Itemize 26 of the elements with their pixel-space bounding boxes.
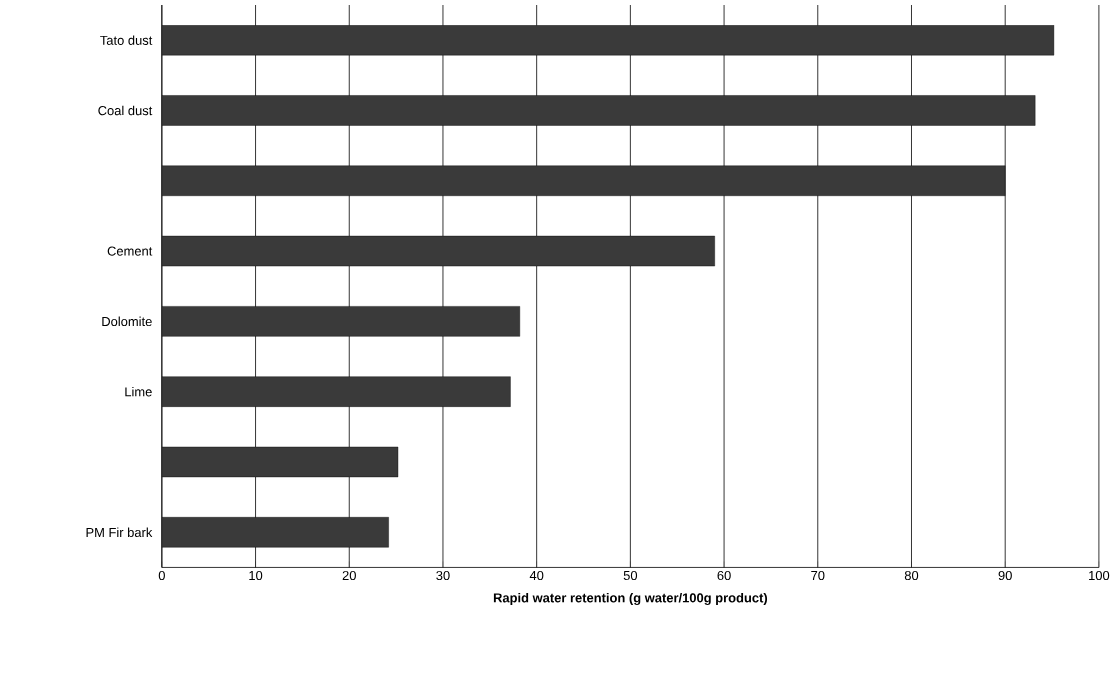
bar xyxy=(161,446,399,478)
bar xyxy=(161,306,520,337)
y-tick-label: Tato dust xyxy=(100,35,153,45)
y-tick-label: PM Fir bark xyxy=(86,527,153,537)
x-axis-title: Rapid water retention (g water/100g product) xyxy=(493,592,768,605)
x-tick-label: 20 xyxy=(342,570,356,580)
y-tick-label: Dolomite xyxy=(102,316,152,326)
x-tick-label: 90 xyxy=(998,570,1012,580)
x-tick-label: 40 xyxy=(529,570,544,580)
bar xyxy=(161,165,1006,196)
y-tick-label: Cement xyxy=(107,246,153,256)
bar xyxy=(161,376,511,407)
x-tick-label: 50 xyxy=(623,570,638,580)
x-tick-label: 10 xyxy=(249,570,263,580)
bar xyxy=(161,95,1036,126)
x-tick-label: 70 xyxy=(811,570,825,580)
y-tick-label: Lime xyxy=(125,386,152,397)
y-tick-label: Coal dust xyxy=(98,105,153,116)
x-tick-label: 100 xyxy=(1089,570,1110,580)
x-tick-label: 60 xyxy=(717,570,731,580)
x-tick-label: 0 xyxy=(158,570,165,580)
x-tick-label: 80 xyxy=(904,570,919,580)
x-tick-label: 30 xyxy=(436,570,450,580)
bar xyxy=(161,235,715,267)
bar xyxy=(161,516,389,548)
bar xyxy=(161,24,1055,56)
